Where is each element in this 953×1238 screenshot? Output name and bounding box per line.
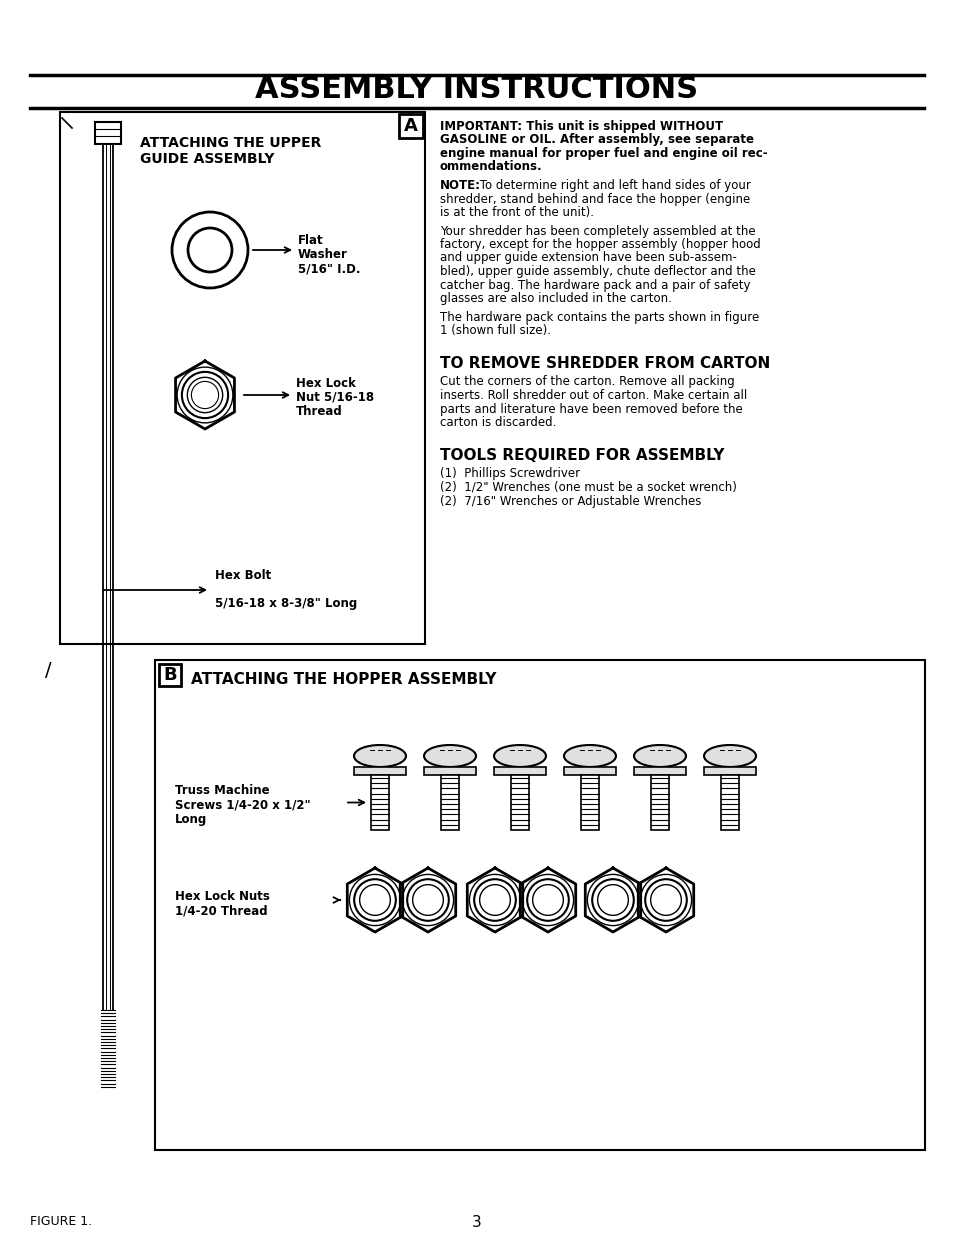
Ellipse shape xyxy=(703,745,755,768)
Text: The hardware pack contains the parts shown in figure: The hardware pack contains the parts sho… xyxy=(439,311,759,323)
Text: ATTACHING THE HOPPER ASSEMBLY: ATTACHING THE HOPPER ASSEMBLY xyxy=(191,672,496,687)
Text: GASOLINE or OIL. After assembly, see separate: GASOLINE or OIL. After assembly, see sep… xyxy=(439,134,753,146)
Text: Long: Long xyxy=(174,812,207,826)
Polygon shape xyxy=(638,868,693,932)
Text: 5/16" I.D.: 5/16" I.D. xyxy=(297,262,360,275)
Text: GUIDE ASSEMBLY: GUIDE ASSEMBLY xyxy=(140,152,274,166)
Polygon shape xyxy=(175,361,234,430)
Text: B: B xyxy=(163,666,176,685)
Bar xyxy=(354,768,406,775)
Text: and upper guide extension have been sub-assem-: and upper guide extension have been sub-… xyxy=(439,251,736,265)
Bar xyxy=(398,114,422,137)
Text: 3: 3 xyxy=(472,1214,481,1231)
Text: 1 (shown full size).: 1 (shown full size). xyxy=(439,324,551,337)
Text: is at the front of the unit).: is at the front of the unit). xyxy=(439,206,594,219)
Ellipse shape xyxy=(354,745,406,768)
Text: glasses are also included in the carton.: glasses are also included in the carton. xyxy=(439,292,671,305)
Bar xyxy=(580,775,598,829)
Text: Thread: Thread xyxy=(295,405,342,418)
Text: catcher bag. The hardware pack and a pair of safety: catcher bag. The hardware pack and a pai… xyxy=(439,279,750,291)
Text: NOTE:: NOTE: xyxy=(439,180,480,192)
Text: TO REMOVE SHREDDER FROM CARTON: TO REMOVE SHREDDER FROM CARTON xyxy=(439,355,769,370)
Polygon shape xyxy=(400,868,456,932)
Text: Cut the corners of the carton. Remove all packing: Cut the corners of the carton. Remove al… xyxy=(439,375,734,389)
Text: carton is discarded.: carton is discarded. xyxy=(439,416,556,430)
Text: bled), upper guide assembly, chute deflector and the: bled), upper guide assembly, chute defle… xyxy=(439,265,755,279)
Polygon shape xyxy=(467,868,522,932)
Text: ASSEMBLY INSTRUCTIONS: ASSEMBLY INSTRUCTIONS xyxy=(255,76,698,104)
Text: 5/16-18 x 8-3/8" Long: 5/16-18 x 8-3/8" Long xyxy=(214,597,356,610)
Polygon shape xyxy=(585,868,640,932)
Text: (2)  1/2" Wrenches (one must be a socket wrench): (2) 1/2" Wrenches (one must be a socket … xyxy=(439,482,736,494)
Text: engine manual for proper fuel and engine oil rec-: engine manual for proper fuel and engine… xyxy=(439,147,767,160)
Text: Nut 5/16-18: Nut 5/16-18 xyxy=(295,391,374,404)
Bar xyxy=(720,775,739,829)
Text: Hex Lock: Hex Lock xyxy=(295,378,355,390)
Text: 1/4-20 Thread: 1/4-20 Thread xyxy=(174,905,268,919)
Text: IMPORTANT: This unit is shipped WITHOUT: IMPORTANT: This unit is shipped WITHOUT xyxy=(439,120,722,132)
Text: ommendations.: ommendations. xyxy=(439,161,542,173)
Bar xyxy=(634,768,685,775)
Text: FIGURE 1.: FIGURE 1. xyxy=(30,1214,92,1228)
Bar xyxy=(159,664,181,686)
Bar xyxy=(95,123,121,144)
Bar xyxy=(60,111,424,644)
Text: Flat: Flat xyxy=(297,234,323,248)
Ellipse shape xyxy=(494,745,545,768)
Text: Hex Lock Nuts: Hex Lock Nuts xyxy=(174,890,270,903)
Ellipse shape xyxy=(563,745,616,768)
Text: ATTACHING THE UPPER: ATTACHING THE UPPER xyxy=(140,136,321,150)
Text: (1)  Phillips Screwdriver: (1) Phillips Screwdriver xyxy=(439,468,579,480)
Text: parts and literature have been removed before the: parts and literature have been removed b… xyxy=(439,402,742,416)
Text: To determine right and left hand sides of your: To determine right and left hand sides o… xyxy=(476,180,750,192)
Text: (2)  7/16" Wrenches or Adjustable Wrenches: (2) 7/16" Wrenches or Adjustable Wrenche… xyxy=(439,494,700,508)
Text: Truss Machine: Truss Machine xyxy=(174,785,270,797)
Bar xyxy=(703,768,755,775)
Text: shredder, stand behind and face the hopper (engine: shredder, stand behind and face the hopp… xyxy=(439,192,749,206)
Bar xyxy=(440,775,458,829)
Ellipse shape xyxy=(423,745,476,768)
Bar xyxy=(563,768,616,775)
Text: TOOLS REQUIRED FOR ASSEMBLY: TOOLS REQUIRED FOR ASSEMBLY xyxy=(439,447,723,463)
Bar xyxy=(494,768,545,775)
Bar xyxy=(650,775,668,829)
Bar xyxy=(371,775,389,829)
Polygon shape xyxy=(519,868,575,932)
Bar xyxy=(154,660,924,1150)
Bar xyxy=(511,775,529,829)
Text: Washer: Washer xyxy=(297,248,348,261)
Text: /: / xyxy=(45,661,51,680)
Text: A: A xyxy=(404,118,417,135)
Text: Screws 1/4-20 x 1/2": Screws 1/4-20 x 1/2" xyxy=(174,799,311,811)
Text: Your shredder has been completely assembled at the: Your shredder has been completely assemb… xyxy=(439,224,755,238)
Polygon shape xyxy=(347,868,402,932)
Ellipse shape xyxy=(634,745,685,768)
Bar xyxy=(423,768,476,775)
Text: inserts. Roll shredder out of carton. Make certain all: inserts. Roll shredder out of carton. Ma… xyxy=(439,389,746,402)
Circle shape xyxy=(172,212,248,288)
Text: Hex Bolt: Hex Bolt xyxy=(214,569,271,582)
Text: factory, except for the hopper assembly (hopper hood: factory, except for the hopper assembly … xyxy=(439,238,760,251)
